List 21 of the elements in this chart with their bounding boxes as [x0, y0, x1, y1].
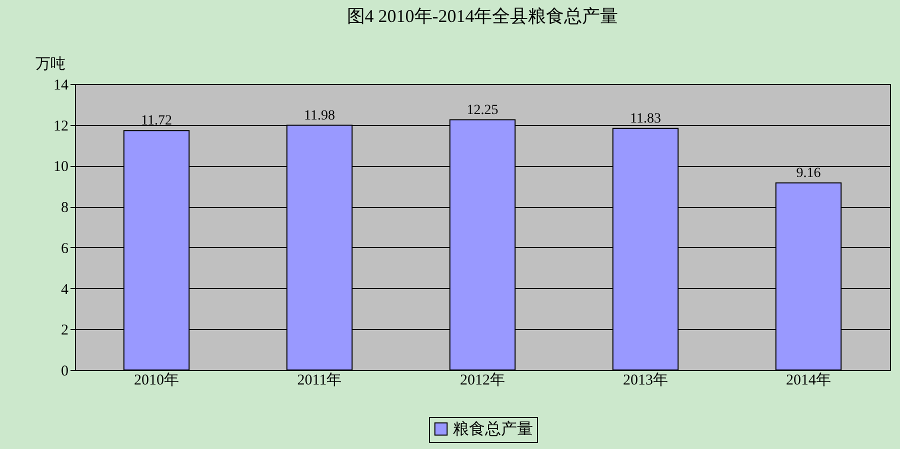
data-label: 12.25 [466, 102, 498, 118]
chart-title: 图4 2010年-2014年全县粮食总产量 [346, 6, 618, 26]
y-tick-label: 0 [61, 364, 68, 380]
x-tick-label: 2013年 [623, 372, 668, 388]
y-tick-label: 12 [54, 118, 68, 134]
x-tick-label: 2011年 [297, 372, 342, 388]
data-label: 11.98 [304, 108, 335, 124]
x-tick-label: 2012年 [460, 372, 505, 388]
y-tick-label: 14 [54, 78, 69, 94]
y-tick-label: 2 [61, 322, 68, 339]
y-tick-label: 4 [61, 282, 69, 298]
data-label: 9.16 [796, 166, 821, 181]
x-tick-label: 2014年 [786, 372, 831, 388]
data-label: 11.72 [141, 114, 172, 129]
x-tick-label: 2010年 [134, 372, 179, 388]
legend-label: 粮食总产量 [453, 420, 533, 438]
data-label: 11.83 [630, 111, 661, 126]
y-tick-label: 10 [54, 159, 68, 176]
y-axis-title: 万吨 [36, 56, 66, 72]
y-tick-label: 8 [61, 200, 68, 216]
y-tick-label: 6 [61, 240, 69, 257]
